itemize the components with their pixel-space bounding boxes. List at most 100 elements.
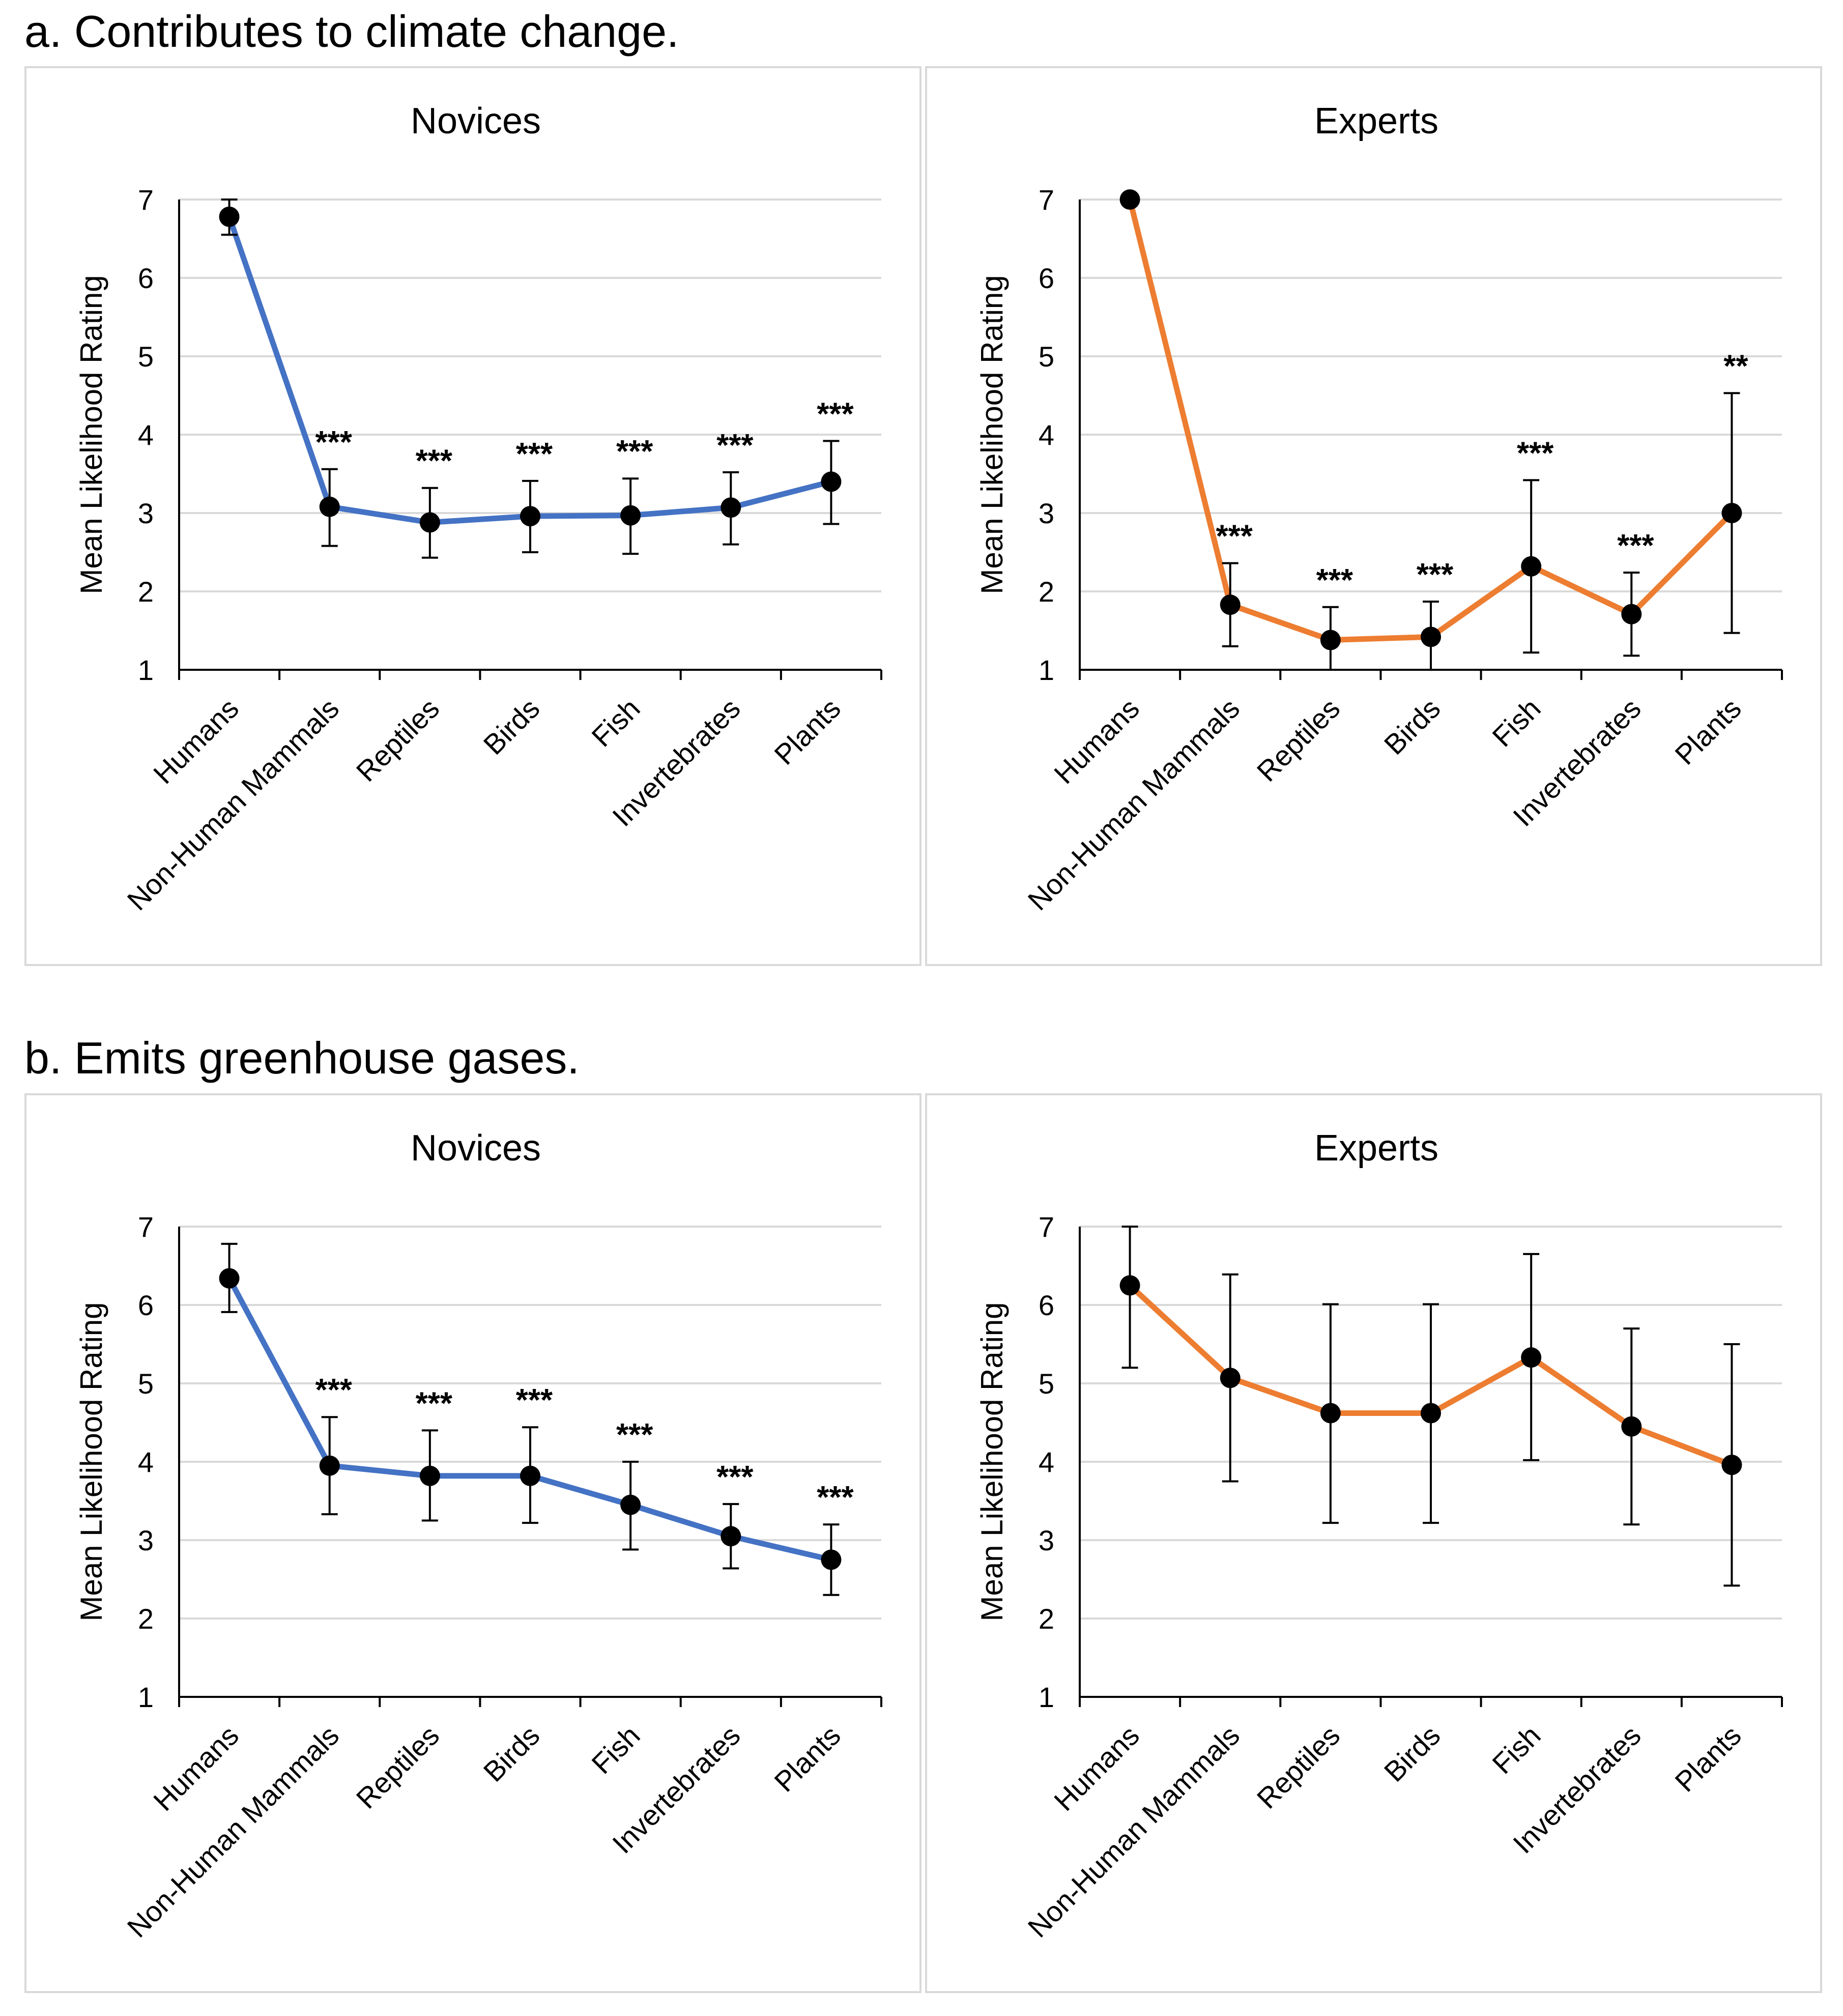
y-tick-label: 5 — [1039, 340, 1054, 373]
y-tick-label: 3 — [1039, 497, 1054, 529]
y-axis-label: Mean Likelihood Rating — [975, 275, 1009, 594]
x-tick-label-reptiles: Reptiles — [350, 692, 446, 788]
significance-label-plants: *** — [817, 1480, 854, 1515]
data-point-humans — [1119, 189, 1140, 210]
chart-title: Experts — [1314, 1128, 1438, 1169]
x-tick-label-plants: Plants — [768, 1719, 847, 1798]
y-tick-label: 7 — [138, 1211, 154, 1243]
significance-label-invertebrates: *** — [1617, 528, 1654, 563]
data-point-reptiles — [419, 512, 440, 533]
series-line — [226, 214, 834, 525]
data-point-fish — [1521, 1347, 1542, 1368]
data-point-birds — [1421, 1403, 1441, 1424]
y-tick-label: 6 — [138, 1289, 154, 1321]
data-point-fish — [1521, 556, 1542, 577]
data-point-invertebrates — [721, 1526, 741, 1547]
y-tick-label: 4 — [138, 419, 154, 451]
data-point-birds — [520, 1465, 540, 1486]
data-point-plants — [821, 471, 842, 492]
y-axis-label: Mean Likelihood Rating — [74, 1302, 108, 1621]
data-point-plants — [821, 1549, 842, 1570]
chart-panel-a-novices: Novices 1 2 3 4 5 6 7 Mean Likelihood Rating Huma… — [24, 66, 921, 966]
data-point-birds — [520, 506, 540, 527]
y-tick-label: 1 — [1039, 654, 1054, 686]
significance-label-birds: *** — [516, 437, 553, 472]
y-tick-label: 4 — [1039, 419, 1054, 451]
y-tick-label: 2 — [1039, 1603, 1054, 1635]
data-point-reptiles — [1320, 1403, 1341, 1424]
x-tick-label-plants: Plants — [768, 692, 847, 771]
data-point-invertebrates — [1621, 1416, 1642, 1437]
y-tick-label: 3 — [138, 497, 154, 529]
chart-title: Novices — [411, 1128, 541, 1169]
x-tick-label-plants: Plants — [1668, 692, 1747, 771]
data-point-non-human-mammals — [319, 1455, 340, 1476]
data-point-plants — [1721, 1455, 1742, 1475]
y-tick-label: 1 — [1039, 1681, 1054, 1713]
y-tick-label: 1 — [138, 654, 154, 686]
x-tick-label-fish: Fish — [1486, 692, 1546, 753]
data-point-fish — [620, 1494, 641, 1515]
significance-label-fish: *** — [616, 1417, 653, 1453]
significance-label-reptiles: *** — [416, 444, 453, 479]
data-point-birds — [1421, 627, 1441, 647]
y-tick-label: 3 — [1039, 1524, 1054, 1556]
data-point-humans — [1119, 1275, 1140, 1296]
error-bar-humans — [1121, 1226, 1138, 1369]
y-tick-label: 6 — [1039, 262, 1054, 294]
data-point-humans — [219, 206, 240, 227]
significance-label-invertebrates: *** — [716, 428, 754, 463]
y-tick-label: 3 — [138, 1524, 154, 1556]
data-point-fish — [620, 505, 641, 526]
significance-label-fish: *** — [616, 434, 653, 469]
x-tick-label-plants: Plants — [1668, 1719, 1747, 1798]
x-tick-label-humans: Humans — [147, 692, 245, 790]
y-tick-label: 2 — [138, 1603, 154, 1635]
chart-title: Experts — [1314, 101, 1438, 141]
data-point-non-human-mammals — [1220, 594, 1241, 615]
x-tick-label-birds: Birds — [477, 692, 546, 761]
y-tick-label: 5 — [1039, 1368, 1054, 1400]
data-point-plants — [1721, 503, 1742, 523]
significance-label-non-human-mammals: *** — [315, 425, 353, 460]
significance-label-birds: *** — [516, 1383, 553, 1418]
y-tick-label: 6 — [1039, 1289, 1054, 1321]
section-title-b: b. Emits greenhouse gases. — [24, 1033, 580, 1083]
chart-panel-b-novices: Novices 1 2 3 4 5 6 7 Mean Likelihood Rating Huma… — [24, 1093, 921, 1993]
data-point-invertebrates — [721, 497, 741, 518]
chart-a-experts: Experts 1 2 3 4 5 6 7 Mean Likelihood Rating Huma… — [975, 101, 1783, 917]
chart-panel-b-experts: Experts 1 2 3 4 5 6 7 Mean Likelihood Rating Huma… — [925, 1093, 1822, 1993]
y-tick-label: 6 — [138, 262, 154, 294]
x-tick-label-humans: Humans — [1048, 1719, 1145, 1817]
x-tick-label-birds: Birds — [1378, 692, 1447, 761]
data-point-invertebrates — [1621, 604, 1642, 624]
significance-label-fish: *** — [1517, 436, 1554, 471]
y-tick-label: 4 — [138, 1446, 154, 1478]
data-point-reptiles — [419, 1465, 440, 1486]
x-tick-label-reptiles: Reptiles — [350, 1719, 446, 1815]
significance-label-reptiles: *** — [416, 1386, 453, 1421]
significance-label-invertebrates: *** — [716, 1460, 754, 1495]
significance-label-reptiles: *** — [1316, 563, 1354, 598]
x-tick-label-fish: Fish — [585, 692, 646, 753]
x-tick-label-humans: Humans — [147, 1719, 245, 1817]
y-tick-label: 2 — [138, 576, 154, 608]
x-tick-label-birds: Birds — [477, 1719, 546, 1788]
significance-label-birds: *** — [1417, 557, 1454, 592]
y-tick-label: 5 — [138, 1368, 154, 1400]
chart-b-novices: Novices 1 2 3 4 5 6 7 Mean Likelihood Rating Huma… — [74, 1128, 882, 1944]
chart-panel-a-experts: Experts 1 2 3 4 5 6 7 Mean Likelihood Rating Huma… — [925, 66, 1822, 966]
y-tick-label: 2 — [1039, 576, 1054, 608]
significance-label-plants: ** — [1723, 349, 1748, 384]
significance-label-plants: *** — [817, 396, 854, 432]
data-point-non-human-mammals — [1220, 1368, 1241, 1388]
section-title-a: a. Contributes to climate change. — [24, 6, 679, 56]
y-tick-label: 5 — [138, 340, 154, 373]
y-axis-label: Mean Likelihood Rating — [975, 1302, 1009, 1621]
chart-b-experts: Experts 1 2 3 4 5 6 7 Mean Likelihood Rating Huma… — [975, 1128, 1783, 1944]
y-tick-label: 7 — [138, 184, 154, 216]
y-tick-label: 7 — [1039, 184, 1054, 216]
data-point-non-human-mammals — [319, 496, 340, 517]
data-point-humans — [219, 1268, 240, 1289]
x-tick-label-reptiles: Reptiles — [1251, 692, 1346, 788]
